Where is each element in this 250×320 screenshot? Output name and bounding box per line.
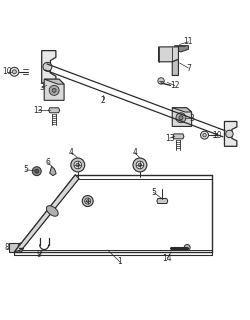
Polygon shape xyxy=(44,79,64,100)
Text: 8: 8 xyxy=(4,243,9,252)
Circle shape xyxy=(184,244,190,251)
Polygon shape xyxy=(14,175,79,252)
Text: 9: 9 xyxy=(37,250,42,259)
Text: 14: 14 xyxy=(162,254,172,263)
Circle shape xyxy=(158,78,164,84)
Polygon shape xyxy=(158,47,178,62)
Polygon shape xyxy=(9,243,20,252)
Text: 4: 4 xyxy=(132,148,138,157)
Polygon shape xyxy=(157,198,168,204)
Text: 10: 10 xyxy=(213,131,222,140)
Polygon shape xyxy=(44,79,64,84)
Circle shape xyxy=(49,85,59,95)
Circle shape xyxy=(76,163,80,167)
Text: 11: 11 xyxy=(184,37,193,46)
Polygon shape xyxy=(42,51,56,83)
Circle shape xyxy=(86,200,89,202)
Circle shape xyxy=(176,113,186,123)
Circle shape xyxy=(133,158,147,172)
Circle shape xyxy=(179,116,183,120)
Text: 2: 2 xyxy=(100,96,105,105)
Circle shape xyxy=(43,62,52,71)
Text: 10: 10 xyxy=(2,67,12,76)
Circle shape xyxy=(74,161,82,169)
Polygon shape xyxy=(175,46,188,52)
Polygon shape xyxy=(50,166,56,176)
Circle shape xyxy=(200,131,208,139)
Text: 3: 3 xyxy=(39,84,44,92)
Circle shape xyxy=(32,167,41,176)
Circle shape xyxy=(203,133,206,137)
Circle shape xyxy=(82,196,93,206)
Circle shape xyxy=(85,198,91,204)
Ellipse shape xyxy=(46,206,58,216)
Circle shape xyxy=(12,70,16,74)
Circle shape xyxy=(138,163,142,167)
Text: 3: 3 xyxy=(190,114,194,123)
Circle shape xyxy=(71,158,85,172)
Circle shape xyxy=(52,88,56,92)
Circle shape xyxy=(226,130,233,138)
Text: 7: 7 xyxy=(186,63,191,73)
Circle shape xyxy=(35,169,39,173)
Text: 5: 5 xyxy=(151,188,156,197)
Circle shape xyxy=(136,161,144,169)
Ellipse shape xyxy=(18,243,23,252)
Polygon shape xyxy=(172,108,192,112)
Text: 12: 12 xyxy=(170,81,179,90)
Text: 4: 4 xyxy=(69,148,74,157)
Polygon shape xyxy=(172,108,192,126)
Polygon shape xyxy=(224,122,237,146)
Text: 6: 6 xyxy=(46,158,50,167)
Text: 1: 1 xyxy=(118,257,122,267)
Polygon shape xyxy=(172,59,178,76)
Text: 5: 5 xyxy=(23,165,28,174)
Polygon shape xyxy=(49,108,60,113)
Text: 13: 13 xyxy=(33,106,43,115)
Text: 13: 13 xyxy=(165,134,174,143)
Polygon shape xyxy=(173,134,184,139)
Circle shape xyxy=(10,67,19,76)
